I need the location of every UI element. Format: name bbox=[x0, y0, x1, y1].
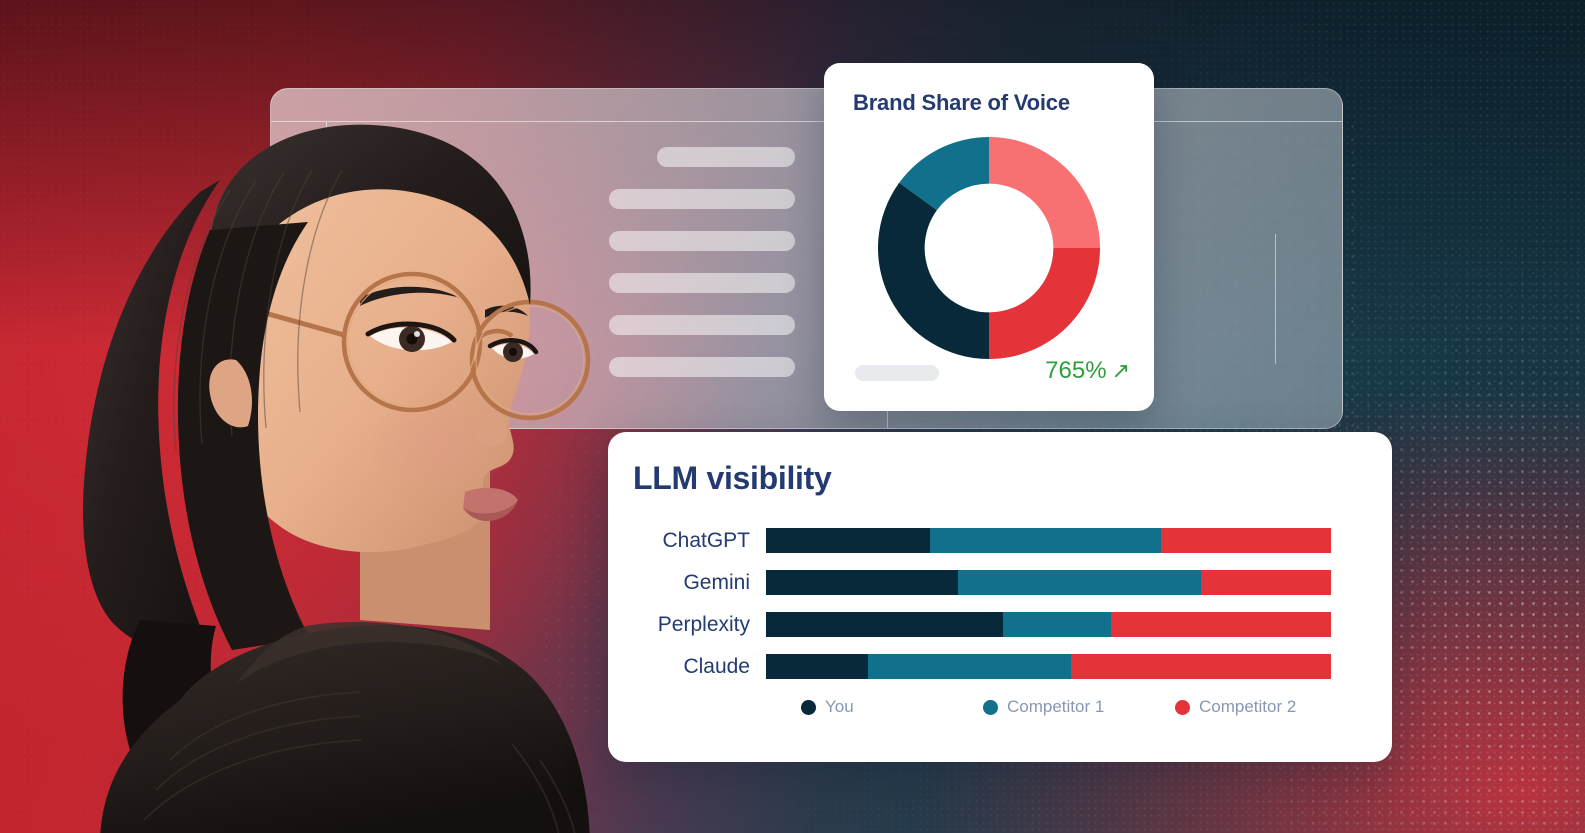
bar-segment bbox=[766, 654, 868, 679]
stacked-bar bbox=[766, 612, 1331, 637]
card-skeleton-placeholder bbox=[855, 365, 939, 381]
bar-segment bbox=[766, 528, 930, 553]
skeleton-line bbox=[609, 357, 795, 377]
skeleton-line bbox=[609, 315, 795, 335]
bar-segment bbox=[867, 654, 1072, 679]
growth-metric: 765% ↗ bbox=[1045, 357, 1130, 385]
dashboard-divider-secondary bbox=[1275, 234, 1276, 364]
stacked-bar bbox=[766, 528, 1331, 553]
bar-segment bbox=[1161, 528, 1331, 553]
legend-item[interactable]: Competitor 1 bbox=[983, 697, 1175, 717]
llm-row-label: Gemini bbox=[683, 570, 750, 594]
trend-up-arrow-icon: ↗ bbox=[1111, 358, 1130, 383]
llm-visibility-row: Claude bbox=[608, 653, 1392, 680]
bar-segment bbox=[1110, 612, 1331, 637]
bar-segment bbox=[958, 570, 1202, 595]
bar-segment bbox=[1071, 654, 1331, 679]
chart-legend: You Competitor 1 Competitor 2 bbox=[608, 697, 1392, 717]
legend-color-dot-icon bbox=[983, 699, 998, 715]
llm-visibility-bar-chart: ChatGPT Gemini Perplexity Claude bbox=[608, 527, 1392, 695]
llm-row-label: Claude bbox=[683, 654, 750, 678]
bar-segment bbox=[1003, 612, 1111, 637]
brand-share-of-voice-card[interactable]: Brand Share of Voice 765% ↗ bbox=[824, 63, 1154, 411]
legend-color-dot-icon bbox=[801, 699, 816, 715]
donut-segment bbox=[989, 137, 1100, 248]
card-title: LLM visibility bbox=[633, 460, 832, 496]
person-photo bbox=[60, 60, 760, 833]
llm-row-label: Perplexity bbox=[657, 612, 750, 636]
legend-item[interactable]: You bbox=[801, 697, 983, 717]
llm-visibility-row: ChatGPT bbox=[608, 527, 1392, 554]
legend-label: Competitor 2 bbox=[1199, 697, 1297, 716]
bar-segment bbox=[1201, 570, 1331, 595]
donut-segment bbox=[989, 248, 1100, 359]
legend-label: Competitor 1 bbox=[1007, 697, 1105, 716]
donut-segment bbox=[899, 137, 989, 211]
legend-label: You bbox=[825, 697, 854, 716]
legend-color-dot-icon bbox=[1175, 699, 1190, 715]
bar-segment bbox=[766, 570, 959, 595]
growth-metric-value: 765% bbox=[1045, 357, 1107, 384]
llm-visibility-row: Perplexity bbox=[608, 611, 1392, 638]
dashboard-skeleton-column bbox=[609, 147, 795, 399]
bar-segment bbox=[929, 528, 1162, 553]
donut-segment bbox=[878, 182, 989, 359]
dashboard-topbar bbox=[271, 89, 1342, 122]
llm-row-label: ChatGPT bbox=[662, 528, 750, 552]
skeleton-line bbox=[609, 231, 795, 251]
llm-visibility-row: Gemini bbox=[608, 569, 1392, 596]
llm-visibility-card[interactable]: LLM visibility ChatGPT Gemini Perplexity Cl… bbox=[608, 432, 1392, 762]
share-of-voice-donut-chart bbox=[878, 137, 1100, 359]
legend-item[interactable]: Competitor 2 bbox=[1175, 697, 1296, 717]
stacked-bar bbox=[766, 654, 1331, 679]
card-title: Brand Share of Voice bbox=[853, 90, 1070, 115]
stacked-bar bbox=[766, 570, 1331, 595]
skeleton-line bbox=[657, 147, 795, 167]
skeleton-line bbox=[609, 273, 795, 293]
bar-segment bbox=[766, 612, 1004, 637]
skeleton-line bbox=[609, 189, 795, 209]
